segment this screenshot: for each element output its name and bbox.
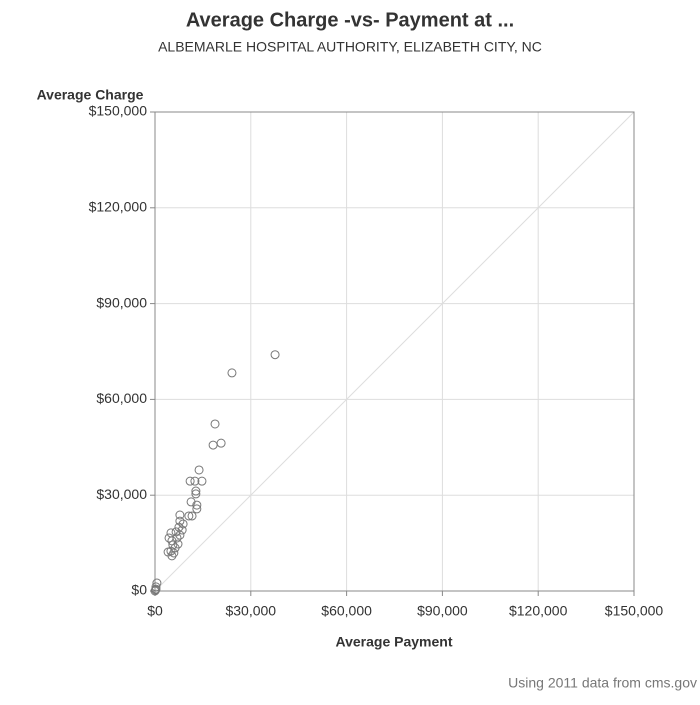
scatter-point (177, 525, 187, 535)
scatter-point (150, 586, 160, 596)
scatter-point (227, 368, 237, 378)
scatter-point (208, 440, 218, 450)
scatter-point (210, 419, 220, 429)
scatter-point (185, 476, 195, 486)
scatter-point (175, 516, 185, 526)
y-tick-label: $150,000 (89, 103, 148, 119)
scatter-point (190, 476, 200, 486)
plot-frame (154, 111, 635, 592)
x-tick-label: $60,000 (321, 603, 372, 619)
chart-title: Average Charge -vs- Payment at ... (186, 9, 514, 31)
scatter-point (191, 489, 201, 499)
scatter-point (191, 486, 201, 496)
y-axis-label: Average Charge (37, 87, 144, 103)
x-axis-label: Average Payment (336, 634, 453, 650)
scatter-point (197, 476, 207, 486)
scatter-point (171, 527, 181, 537)
scatter-point (216, 438, 226, 448)
x-tick-label: $30,000 (225, 603, 276, 619)
scatter-point (169, 548, 179, 558)
scatter-point (167, 551, 177, 561)
scatter-point (166, 528, 176, 538)
scatter-point (184, 511, 194, 521)
scatter-point (173, 539, 183, 549)
chart-subtitle: ALBEMARLE HOSPITAL AUTHORITY, ELIZABETH … (158, 39, 542, 55)
y-tick-label: $60,000 (96, 390, 147, 406)
scatter-point (151, 585, 161, 595)
scatter-point (192, 500, 202, 510)
y-tick-label: $0 (131, 582, 147, 598)
x-tick-label: $120,000 (509, 603, 568, 619)
y-tick-label: $120,000 (89, 199, 148, 215)
scatter-point (187, 511, 197, 521)
scatter-point (186, 497, 196, 507)
scatter-point (194, 465, 204, 475)
y-tick-label: $90,000 (96, 294, 147, 310)
scatter-point (151, 582, 161, 592)
footnote: Using 2011 data from cms.gov (508, 675, 697, 691)
x-tick-label: $0 (147, 603, 163, 619)
scatter-point (164, 533, 174, 543)
scatter-point (175, 510, 185, 520)
scatter-point (270, 350, 280, 360)
x-tick-label: $90,000 (417, 603, 468, 619)
reference-line (154, 111, 635, 592)
y-tick-label: $30,000 (96, 486, 147, 502)
scatter-point (192, 504, 202, 514)
x-tick-label: $150,000 (605, 603, 664, 619)
